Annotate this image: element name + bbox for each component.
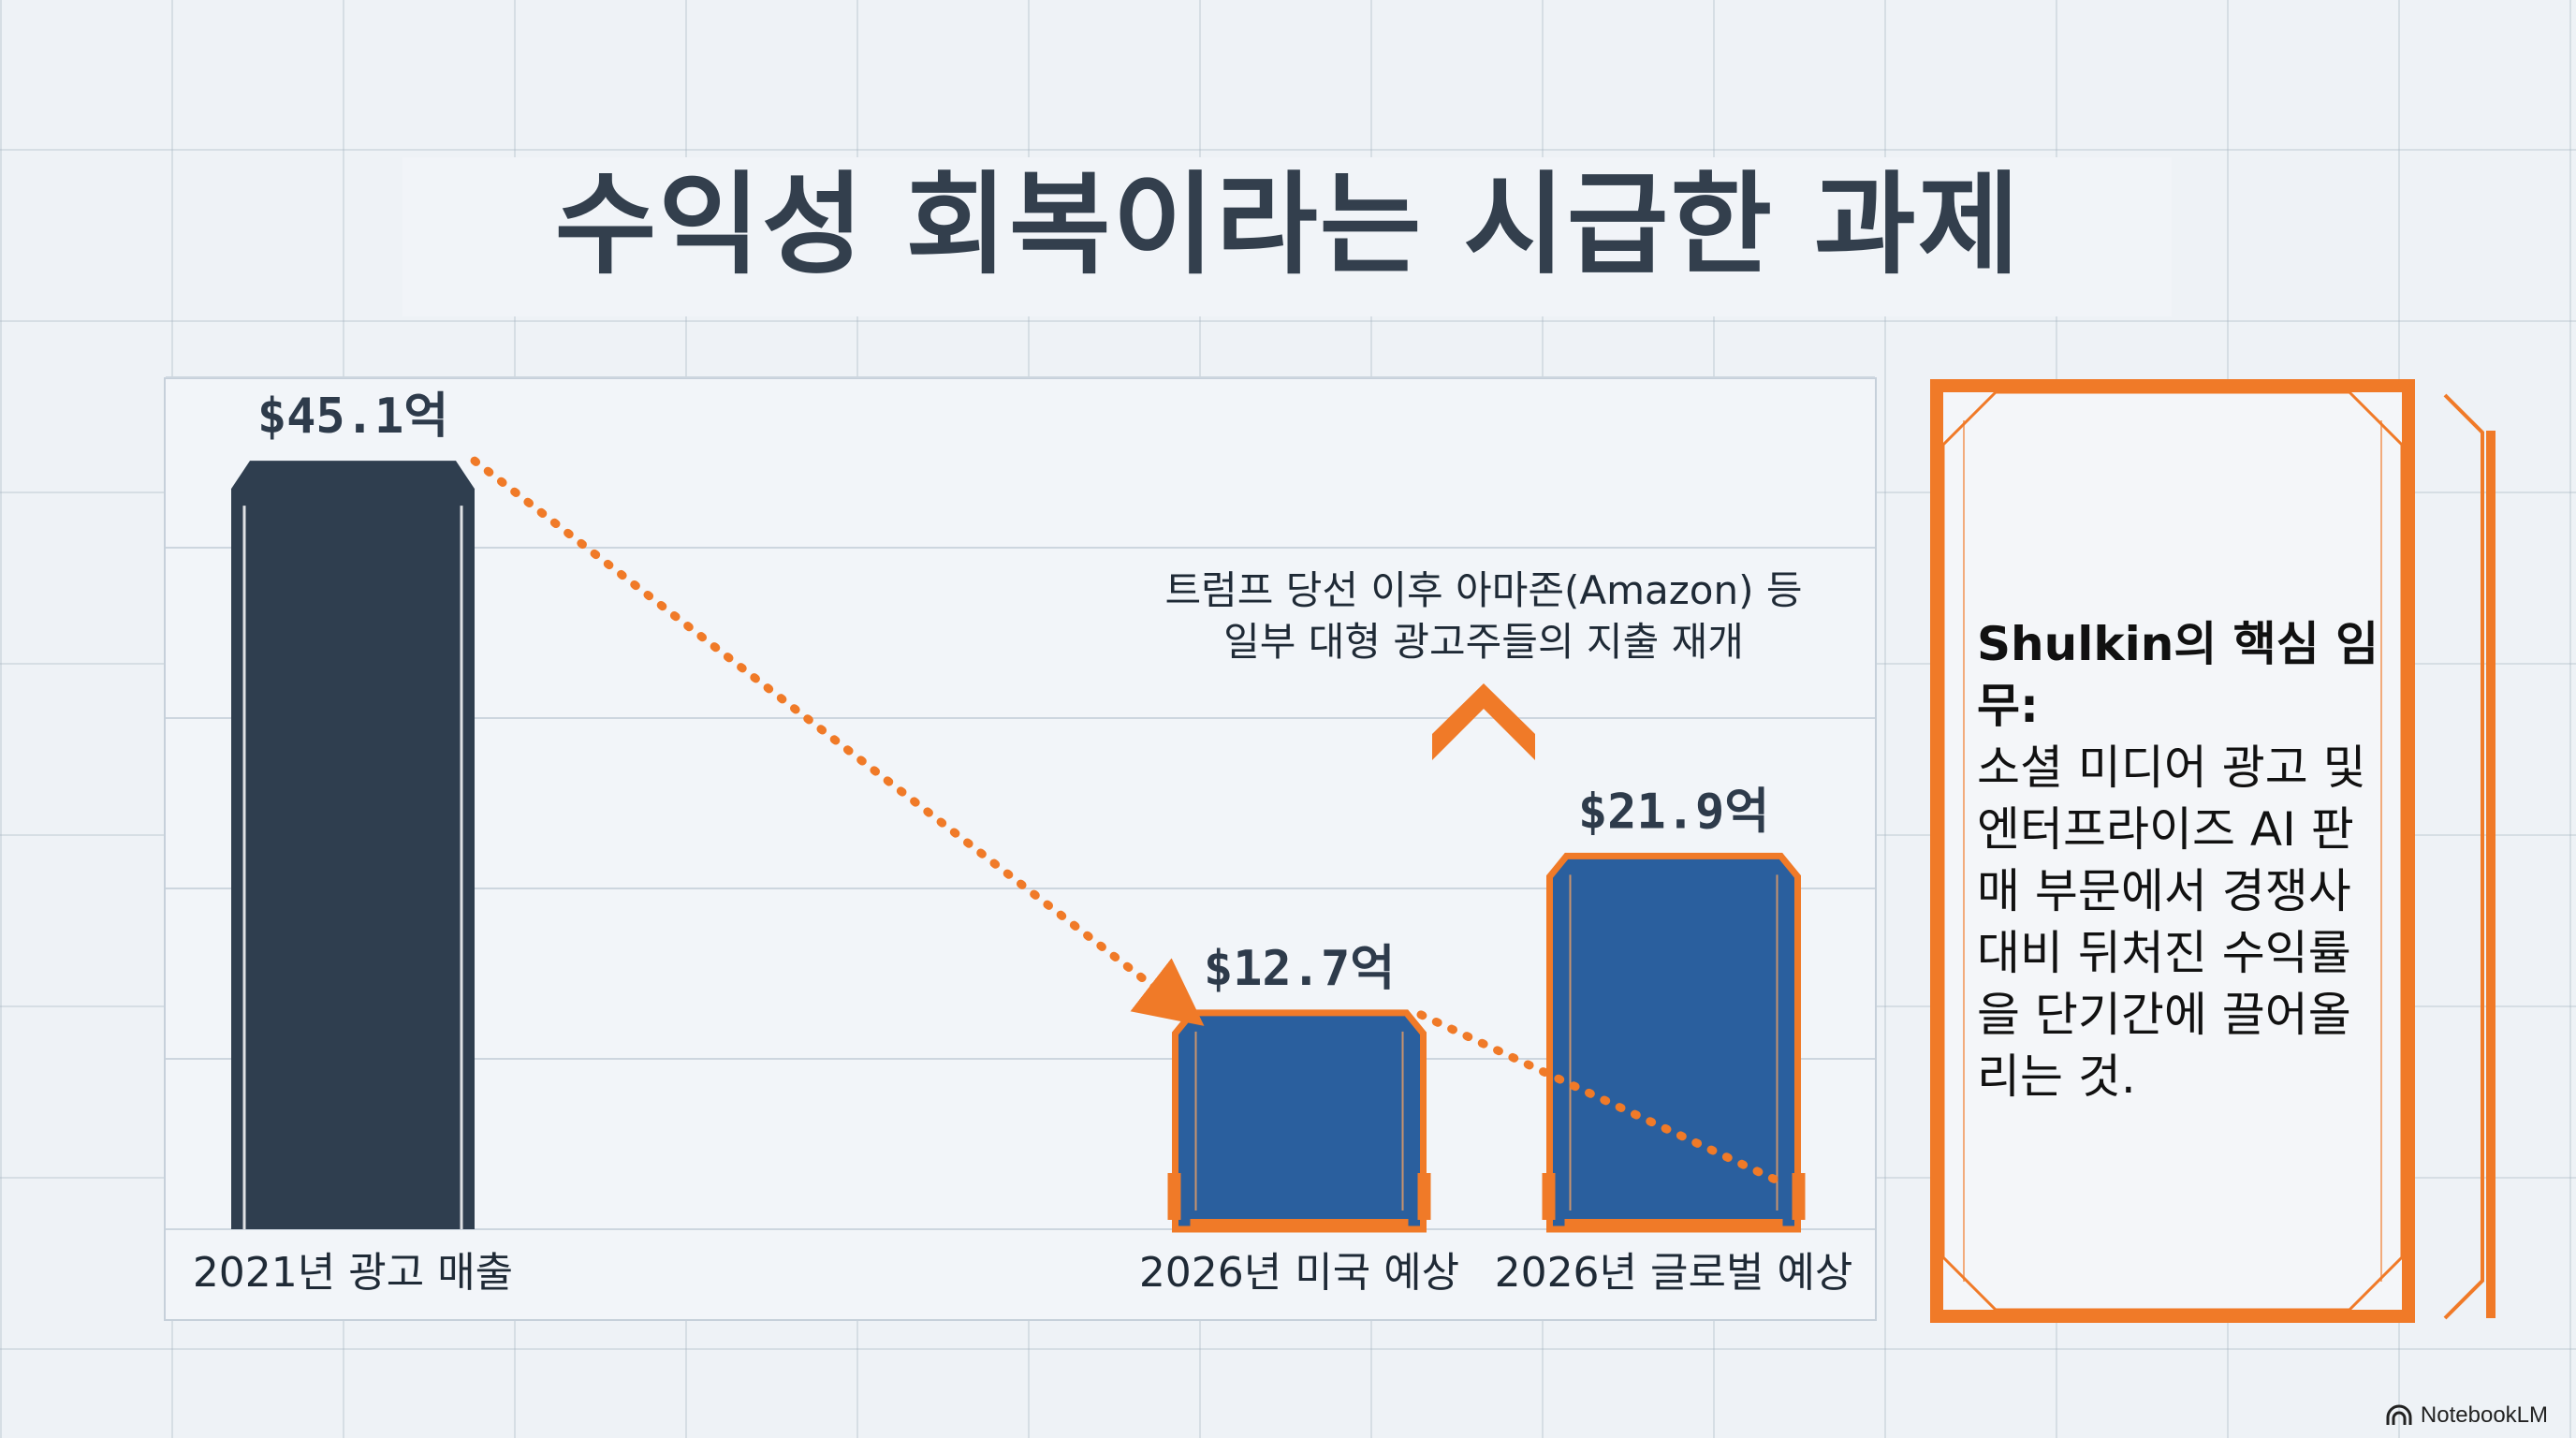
- trend-lines: [470, 456, 1786, 1187]
- bar-value-label: $21.9억: [1578, 784, 1769, 840]
- page-title: 수익성 회복이라는 시급한 과제: [554, 160, 2022, 289]
- chevron-up-icon: [1432, 683, 1535, 760]
- side-card-bracket: [2443, 393, 2496, 1320]
- notebooklm-icon: [2386, 1404, 2412, 1425]
- notebooklm-branding: NotebookLM: [2385, 1399, 2548, 1432]
- chart-bars: [231, 461, 1806, 1233]
- side-card-heading: Shulkin의 핵심 임무:: [1977, 617, 2379, 733]
- decline-trend-arrow: [470, 456, 1205, 1026]
- bar-1: [231, 461, 475, 1229]
- bar-value-label: $45.1억: [257, 389, 448, 445]
- chart-labels: $45.1억 $12.7억 $21.9억 2021년 광고 매출 2026년 미국 예상…: [193, 389, 1853, 1297]
- side-card-frame: [1930, 379, 2415, 1323]
- side-card-body: 소셜 미디어 광고 및 엔터프라이즈 AI 판매 부문에서 경쟁사 대비 뒤처진…: [1977, 741, 2366, 1104]
- annotation-group: 트럼프 당선 이후 아마존(Amazon) 등 일부 대형 광고주들의 지출 재…: [1165, 567, 1803, 760]
- forecast-trend-line: [1416, 1010, 1786, 1187]
- bar-2: [1167, 1009, 1431, 1233]
- category-label: 2026년 글로벌 예상: [1495, 1249, 1853, 1297]
- notebooklm-label: NotebookLM: [2420, 1402, 2548, 1428]
- bar-value-label: $12.7억: [1204, 941, 1395, 997]
- category-label: 2026년 미국 예상: [1139, 1249, 1459, 1297]
- category-label: 2021년 광고 매출: [193, 1249, 513, 1297]
- annotation-line-2: 일부 대형 광고주들의 지출 재개: [1223, 619, 1744, 665]
- bar-3: [1542, 852, 1806, 1233]
- side-card-text: Shulkin의 핵심 임무: 소셜 미디어 광고 및 엔터프라이즈 AI 판매…: [1977, 613, 2389, 1108]
- title-band: [402, 157, 2172, 316]
- annotation-line-1: 트럼프 당선 이후 아마존(Amazon) 등: [1165, 567, 1803, 613]
